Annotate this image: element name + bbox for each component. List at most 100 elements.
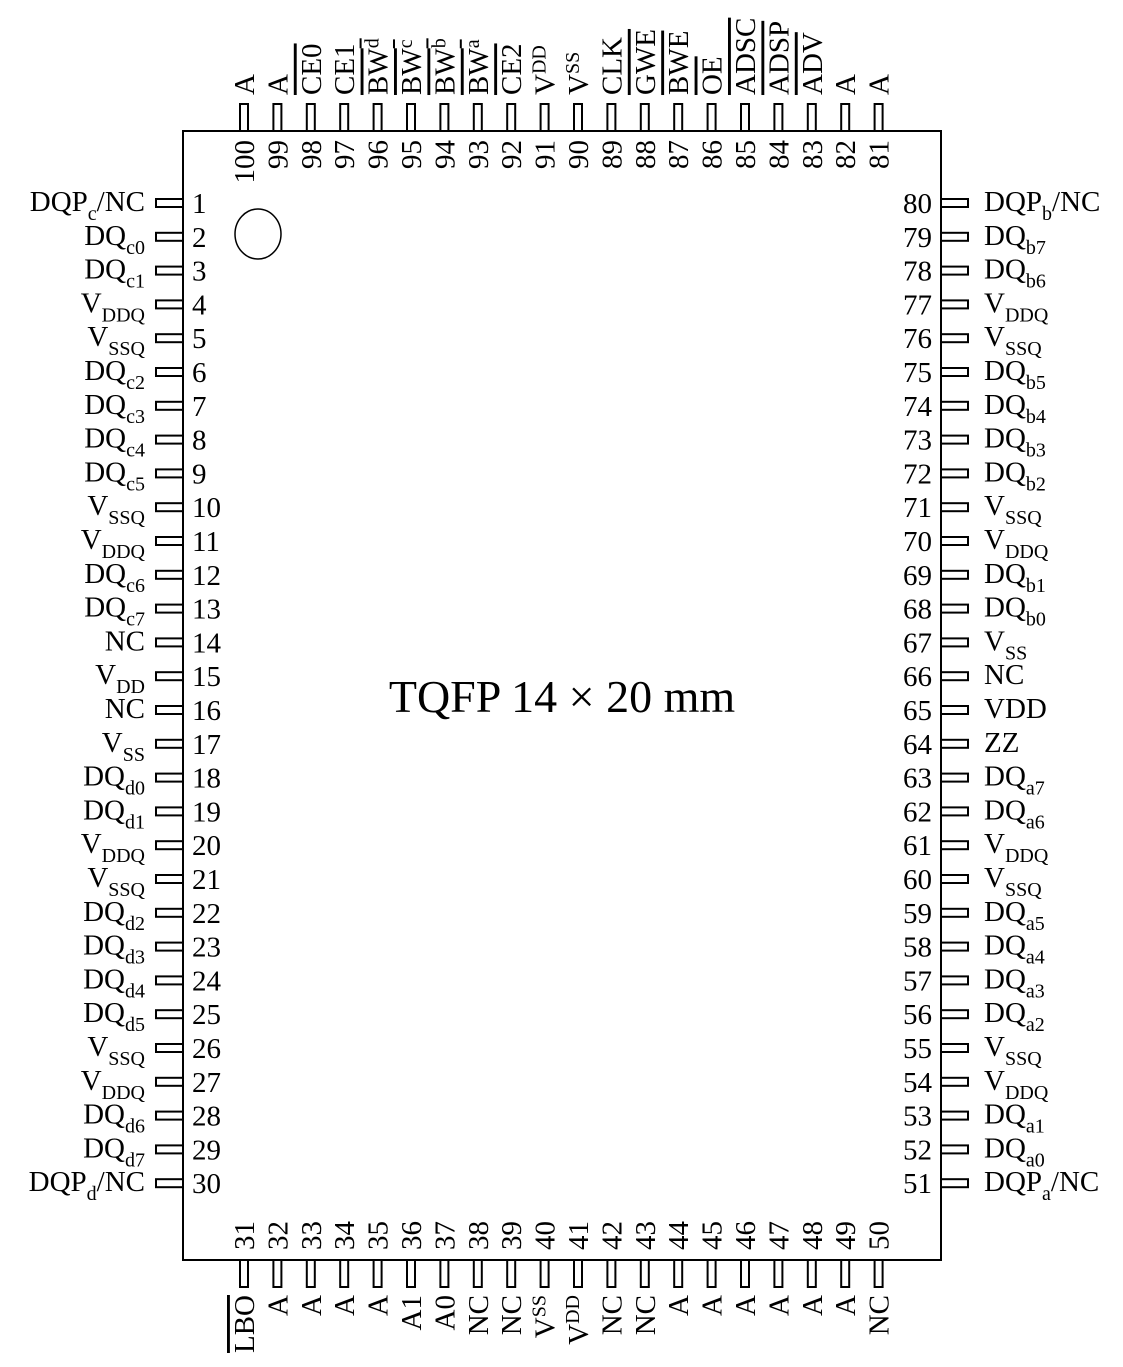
pin-94: 94 BWb bbox=[428, 38, 461, 169]
pin-lead bbox=[940, 975, 969, 986]
pin-number: 68 bbox=[903, 594, 932, 626]
pin-lead bbox=[155, 603, 184, 614]
pin-name-dqc6: DQc6 bbox=[84, 558, 145, 597]
pin-name-adsc: ADSC bbox=[730, 18, 762, 95]
pin-92: 92 CE2 bbox=[496, 43, 528, 169]
pin-lead bbox=[940, 1178, 969, 1189]
pin-number: 53 bbox=[903, 1101, 932, 1133]
pin-name-nc: NC bbox=[864, 1295, 896, 1335]
pin-name-vddq: VDDQ bbox=[984, 524, 1049, 563]
pin-number: 65 bbox=[903, 695, 932, 727]
pin-13: 13 DQc7 bbox=[84, 592, 221, 631]
pin-25: 25 DQd5 bbox=[83, 997, 221, 1036]
pin-number: 4 bbox=[192, 289, 207, 321]
pin-lead bbox=[155, 367, 184, 377]
pin-lead bbox=[155, 333, 184, 344]
pin-number: 61 bbox=[903, 830, 932, 862]
pin-lead bbox=[940, 434, 969, 445]
pin-28: 28 DQd6 bbox=[83, 1099, 221, 1138]
pin-lead bbox=[940, 502, 969, 513]
pin-name-vssq: VSSQ bbox=[87, 862, 145, 901]
pin-lead bbox=[155, 265, 184, 276]
pin-53: 53 DQa1 bbox=[903, 1099, 1045, 1138]
pin-number: 93 bbox=[463, 140, 495, 169]
pin-12: 12 DQc6 bbox=[84, 558, 221, 597]
pin-name-vss: VSS bbox=[562, 52, 595, 95]
pin-name-dqa3: DQa3 bbox=[984, 963, 1045, 1002]
pin-lead bbox=[155, 772, 184, 783]
pin-number: 36 bbox=[396, 1221, 428, 1250]
pin-number: 99 bbox=[262, 140, 294, 169]
pin-number: 66 bbox=[903, 661, 932, 693]
pin-lead bbox=[573, 103, 583, 132]
pin-number: 97 bbox=[329, 140, 361, 169]
pin-36: 36 A1 bbox=[396, 1221, 428, 1330]
pin-lead bbox=[940, 569, 969, 580]
pin-number: 80 bbox=[903, 188, 932, 220]
pin-name-dqc0: DQc0 bbox=[84, 220, 145, 259]
pin-number: 91 bbox=[530, 140, 562, 169]
pin-lead bbox=[940, 603, 969, 614]
pin-lead bbox=[940, 1144, 969, 1155]
pin-77: 77 VDDQ bbox=[903, 287, 1049, 326]
pin-name-dqpd-nc: DQPd/NC bbox=[29, 1166, 145, 1205]
pin-name-dqa4: DQa4 bbox=[984, 930, 1045, 969]
pin-lead bbox=[940, 874, 969, 884]
pin-name-a: A bbox=[830, 74, 862, 95]
pin-number: 51 bbox=[903, 1168, 932, 1200]
pin-lead bbox=[155, 502, 184, 513]
pin-87: 87 BWE bbox=[663, 31, 695, 169]
pin-lead bbox=[673, 1259, 684, 1288]
pin-name-vddq: VDDQ bbox=[81, 287, 146, 326]
pin-49: 49 A bbox=[830, 1221, 862, 1316]
pin-name-vddq: VDDQ bbox=[984, 1065, 1049, 1104]
pin-number: 1 bbox=[192, 188, 207, 220]
pin-lead bbox=[155, 637, 184, 648]
pin-75: 75 DQb5 bbox=[903, 355, 1046, 394]
pin-number: 15 bbox=[192, 661, 221, 693]
pin-number: 59 bbox=[903, 898, 932, 930]
pin-18: 18 DQd0 bbox=[83, 761, 221, 800]
pin-32: 32 A bbox=[262, 1221, 294, 1316]
pin-99: 99 A bbox=[262, 74, 294, 169]
pin-number: 77 bbox=[903, 289, 932, 321]
pin-24: 24 DQd4 bbox=[83, 963, 221, 1002]
pin-lead bbox=[155, 569, 184, 580]
pin-lead bbox=[940, 1076, 969, 1087]
pin-64: 64 ZZ bbox=[903, 727, 1019, 761]
pin-lead bbox=[940, 231, 969, 242]
pin-number: 45 bbox=[697, 1221, 729, 1250]
pin-83: 83 ADV bbox=[797, 32, 829, 169]
pin-name-a: A bbox=[329, 1295, 361, 1316]
pin-lead bbox=[155, 468, 184, 479]
pin-name-dqpb-nc: DQPb/NC bbox=[984, 186, 1100, 225]
pin-84: 84 ADSP bbox=[763, 21, 795, 169]
pin-73: 73 DQb3 bbox=[903, 423, 1046, 462]
pin-name-dqd6: DQd6 bbox=[83, 1099, 145, 1138]
pin-number: 47 bbox=[763, 1221, 795, 1250]
pin-lead bbox=[155, 1144, 184, 1155]
pin-name-dqa6: DQa6 bbox=[984, 794, 1045, 833]
pin-71: 71 VSSQ bbox=[903, 490, 1042, 529]
pin-56: 56 DQa2 bbox=[903, 997, 1045, 1036]
pin-number: 46 bbox=[730, 1221, 762, 1250]
pin-name-a: A bbox=[830, 1295, 862, 1316]
pin-name-a: A bbox=[363, 1295, 395, 1316]
pin-93: 93 BWa bbox=[462, 39, 495, 169]
pin-name-dqb2: DQb2 bbox=[984, 456, 1046, 495]
pin-name-vddq: VDDQ bbox=[81, 828, 146, 867]
pin-name-vss: VSS bbox=[984, 625, 1027, 664]
pin-11: 11 VDDQ bbox=[81, 524, 220, 563]
pin-38: 38 NC bbox=[463, 1221, 495, 1335]
pin-16: 16 NC bbox=[105, 693, 221, 727]
pin-33: 33 A bbox=[296, 1221, 328, 1316]
pin-name-dqd2: DQd2 bbox=[83, 896, 145, 935]
pin-number: 86 bbox=[697, 140, 729, 169]
pin-name-lbo: LBO bbox=[229, 1295, 261, 1353]
pin-65: 65 VDD bbox=[903, 693, 1047, 727]
pin-lead bbox=[506, 1259, 517, 1288]
pin-number: 38 bbox=[463, 1221, 495, 1250]
pin-number: 29 bbox=[192, 1134, 221, 1166]
pin-name-nc: NC bbox=[463, 1295, 495, 1335]
pin-100: 100 A bbox=[229, 74, 261, 184]
